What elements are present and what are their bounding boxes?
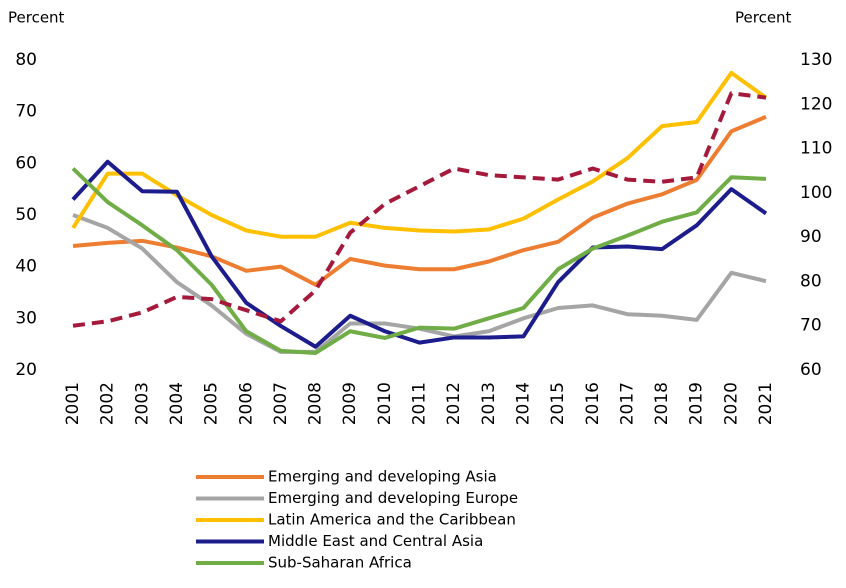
series-line bbox=[72, 114, 767, 287]
y2-tick-label: 70 bbox=[800, 316, 822, 336]
x-tick-label: 2016 bbox=[583, 382, 603, 425]
y-tick-label: 80 bbox=[15, 50, 37, 70]
y2-tick-label: 110 bbox=[800, 139, 832, 159]
x-tick-label: 2013 bbox=[479, 382, 499, 425]
y2-tick-label: 120 bbox=[800, 94, 832, 114]
x-tick-label: 2002 bbox=[98, 382, 118, 425]
x-tick-label: 2021 bbox=[756, 382, 776, 425]
x-tick-label: 2001 bbox=[63, 382, 83, 425]
y2-tick-label: 80 bbox=[800, 271, 822, 291]
y-tick-label: 60 bbox=[15, 153, 37, 173]
x-tick-label: 2015 bbox=[548, 382, 568, 425]
x-tick-label: 2011 bbox=[410, 382, 430, 425]
y-tick-label: 70 bbox=[15, 102, 37, 122]
x-tick-label: 2018 bbox=[652, 382, 672, 425]
legend-label: Emerging and developing Asia bbox=[268, 468, 497, 486]
y2-axis-label: Percent bbox=[735, 9, 792, 27]
x-tick-label: 2012 bbox=[444, 382, 464, 425]
x-tick-label: 2005 bbox=[202, 382, 222, 425]
y-tick-label: 50 bbox=[15, 205, 37, 225]
x-tick-label: 2019 bbox=[687, 382, 707, 425]
series-line bbox=[72, 91, 767, 328]
legend-label: Emerging and developing Europe bbox=[268, 489, 518, 507]
x-tick-label: 2014 bbox=[513, 382, 533, 425]
y-axis-label: Percent bbox=[8, 9, 65, 27]
legend-label: Latin America and the Caribbean bbox=[268, 511, 516, 529]
y-tick-label: 40 bbox=[15, 257, 37, 277]
series-line bbox=[71, 167, 767, 355]
x-tick-label: 2003 bbox=[132, 382, 152, 425]
y2-tick-label: 90 bbox=[800, 227, 822, 247]
y-tick-label: 20 bbox=[15, 360, 37, 380]
legend-label: Sub-Saharan Africa bbox=[268, 554, 412, 572]
series-line bbox=[72, 213, 767, 354]
x-tick-label: 2010 bbox=[375, 382, 395, 425]
x-tick-label: 2007 bbox=[271, 382, 291, 425]
y2-tick-label: 60 bbox=[800, 360, 822, 380]
x-tick-label: 2006 bbox=[236, 382, 256, 425]
y2-tick-label: 130 bbox=[800, 50, 832, 70]
x-tick-label: 2017 bbox=[617, 382, 637, 425]
x-tick-label: 2009 bbox=[340, 382, 360, 425]
y2-tick-label: 100 bbox=[800, 183, 832, 203]
series-line bbox=[71, 70, 768, 239]
series-line bbox=[71, 159, 768, 349]
legend-label: Middle East and Central Asia bbox=[268, 532, 483, 550]
x-tick-label: 2008 bbox=[306, 382, 326, 425]
y-tick-label: 30 bbox=[15, 308, 37, 328]
x-tick-label: 2004 bbox=[167, 382, 187, 425]
x-tick-label: 2020 bbox=[721, 382, 741, 425]
